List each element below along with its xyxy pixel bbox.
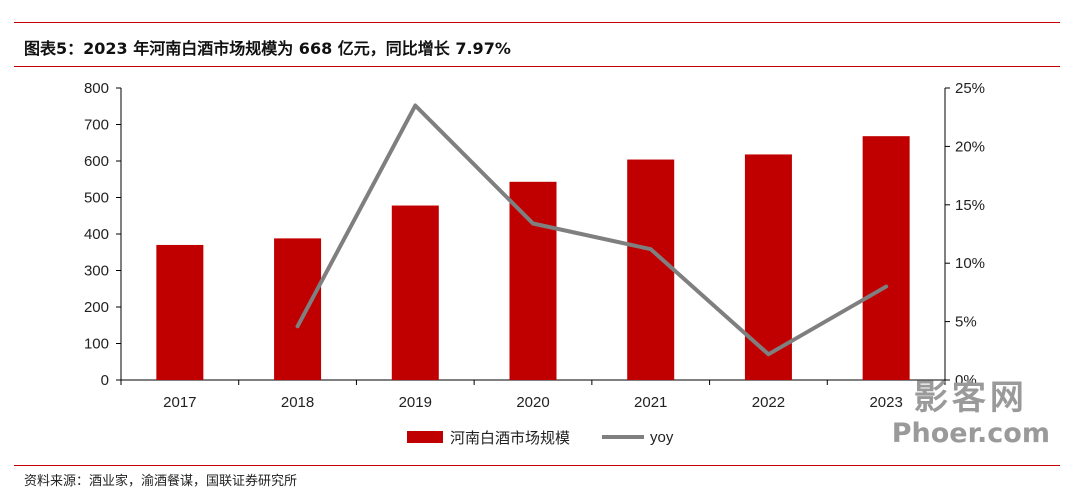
right-tick-label: 10% bbox=[955, 255, 985, 272]
left-tick-label: 300 bbox=[84, 263, 109, 280]
legend-swatch-bar bbox=[407, 431, 443, 443]
top-rule bbox=[14, 22, 1060, 23]
watermark-cn: 影客网 bbox=[913, 378, 1028, 418]
x-tick-label: 2019 bbox=[399, 394, 432, 411]
x-tick-label: 2020 bbox=[516, 394, 549, 411]
x-tick-label: 2022 bbox=[752, 394, 785, 411]
chart-title: 图表5：2023 年河南白酒市场规模为 668 亿元，同比增长 7.97% bbox=[24, 39, 511, 58]
left-tick-label: 800 bbox=[84, 80, 109, 97]
left-tick-label: 500 bbox=[84, 190, 109, 207]
yoy-line bbox=[295, 103, 889, 357]
left-tick-label: 0 bbox=[101, 372, 109, 389]
right-tick-label: 15% bbox=[955, 197, 985, 214]
bar bbox=[862, 136, 910, 380]
bar bbox=[391, 205, 439, 380]
right-tick-label: 0% bbox=[955, 372, 977, 389]
x-tick-label: 2018 bbox=[281, 394, 314, 411]
x-tick-label: 2023 bbox=[869, 394, 902, 411]
watermark-en: Phoer.com bbox=[891, 418, 1050, 449]
left-tick-label: 700 bbox=[84, 117, 109, 134]
left-tick-label: 400 bbox=[84, 226, 109, 243]
source-note: 资料来源：酒业家，渝酒餐谋，国联证券研究所 bbox=[24, 474, 298, 489]
left-tick-label: 100 bbox=[84, 336, 109, 353]
bar bbox=[156, 244, 204, 380]
right-tick-label: 5% bbox=[955, 314, 977, 331]
right-tick-label: 25% bbox=[955, 80, 985, 97]
left-tick-label: 200 bbox=[84, 299, 109, 316]
legend-label-bar: 河南白酒市场规模 bbox=[450, 429, 570, 447]
x-tick-label: 2021 bbox=[634, 394, 667, 411]
bar bbox=[274, 238, 322, 380]
watermark: 影客网 Phoer.com bbox=[892, 378, 1050, 450]
left-tick-label: 600 bbox=[84, 153, 109, 170]
legend-label-line: yoy bbox=[650, 429, 674, 446]
x-tick-label: 2017 bbox=[163, 394, 196, 411]
title-rule bbox=[14, 66, 1060, 67]
bar bbox=[627, 159, 675, 380]
bottom-rule bbox=[14, 465, 1060, 466]
bar bbox=[509, 181, 557, 380]
right-tick-label: 20% bbox=[955, 138, 985, 155]
